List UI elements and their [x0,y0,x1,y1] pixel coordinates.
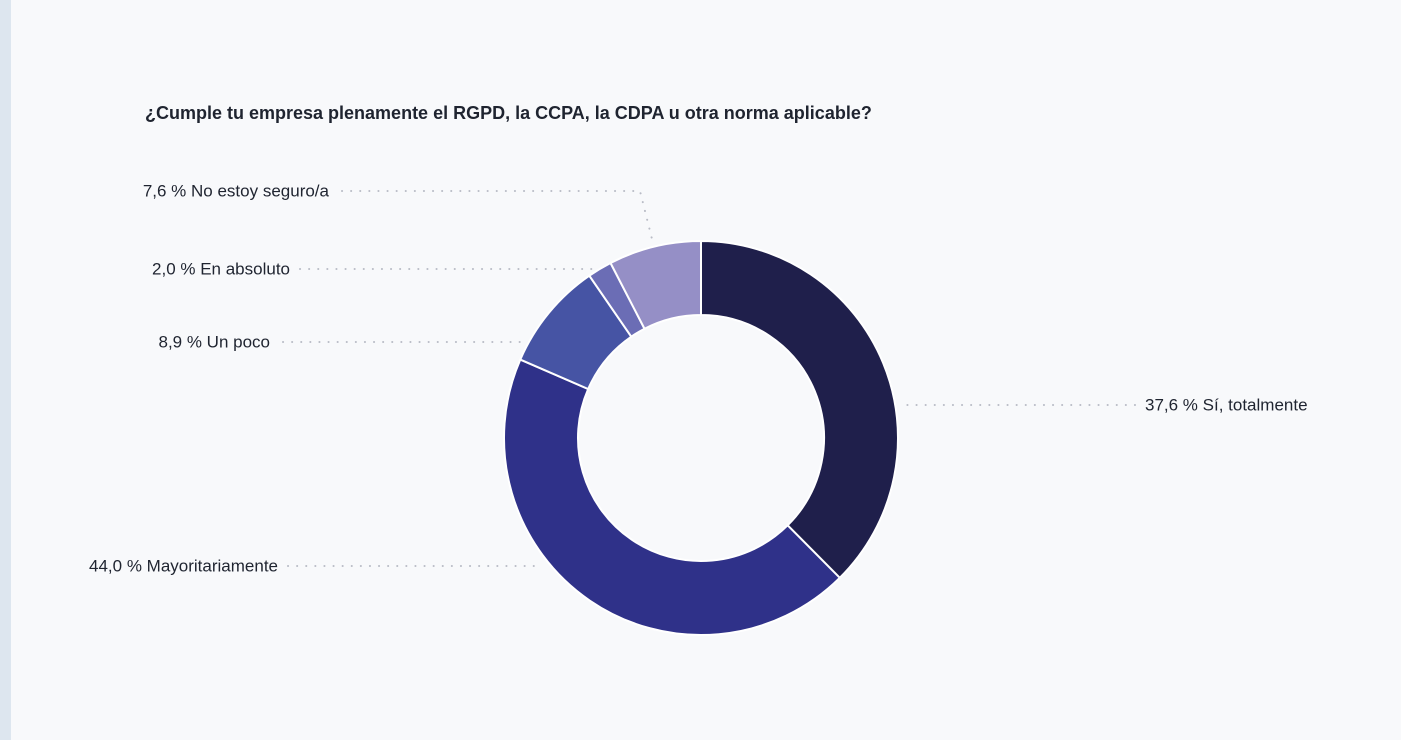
slice-label-2: 44,0 % Mayoritariamente [89,557,278,576]
slice-label-5: 7,6 % No estoy seguro/a [143,182,330,201]
donut-slice-5 [609,239,702,331]
chart-title: ¿Cumple tu empresa plenamente el RGPD, l… [145,103,872,123]
leader-lines-group [282,190,1136,567]
labels-group: 37,6 % Sí, totalmente 44,0 % Mayoritariam… [89,182,1308,576]
slice-label-4: 2,0 % En absoluto [152,260,290,279]
donut-slice-1 [700,239,899,580]
slice-label-1: 37,6 % Sí, totalmente [1145,396,1308,415]
donut-slice-2 [503,358,842,636]
leader-line-5 [341,190,654,244]
slice-label-3: 8,9 % Un poco [158,333,270,352]
left-accent-bar [0,0,11,740]
slices-group [503,239,899,636]
